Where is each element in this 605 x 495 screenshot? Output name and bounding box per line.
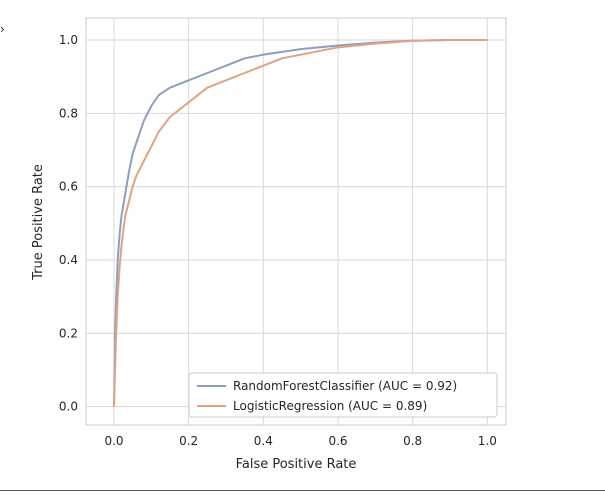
series-group [113, 39, 488, 407]
y-axis-label: True Positive Rate [31, 164, 46, 281]
y-tick-label-3: 0.6 [59, 180, 78, 194]
y-tick-label-0: 0.0 [59, 400, 78, 414]
y-tick-label-1: 0.2 [59, 326, 78, 340]
legend-box [188, 372, 498, 418]
y-tick-label-5: 1.0 [59, 33, 78, 47]
legend: RandomForestClassifier (AUC = 0.92) Logi… [188, 372, 498, 418]
x-tick-label-1: 0.2 [179, 434, 198, 448]
series-line-random-forest [113, 39, 488, 407]
y-ticks: 0.0 0.2 0.4 0.6 0.8 1.0 [59, 33, 78, 414]
cell-prompt-mark: › [0, 22, 5, 36]
x-tick-label-3: 0.6 [328, 434, 347, 448]
x-tick-label-2: 0.4 [254, 434, 273, 448]
x-tick-label-4: 0.8 [403, 434, 422, 448]
legend-label-logistic-regression: LogisticRegression (AUC = 0.89) [233, 399, 427, 413]
x-ticks: 0.0 0.2 0.4 0.6 0.8 1.0 [104, 434, 496, 448]
legend-label-random-forest: RandomForestClassifier (AUC = 0.92) [233, 379, 457, 393]
cell-divider [0, 490, 605, 491]
y-tick-label-4: 0.8 [59, 106, 78, 120]
y-tick-label-2: 0.4 [59, 253, 78, 267]
x-tick-label-0: 0.0 [104, 434, 123, 448]
x-axis-label: False Positive Rate [236, 457, 357, 472]
x-tick-label-5: 1.0 [478, 434, 497, 448]
series-line-logistic-regression [113, 39, 488, 407]
plot-area [85, 17, 507, 426]
